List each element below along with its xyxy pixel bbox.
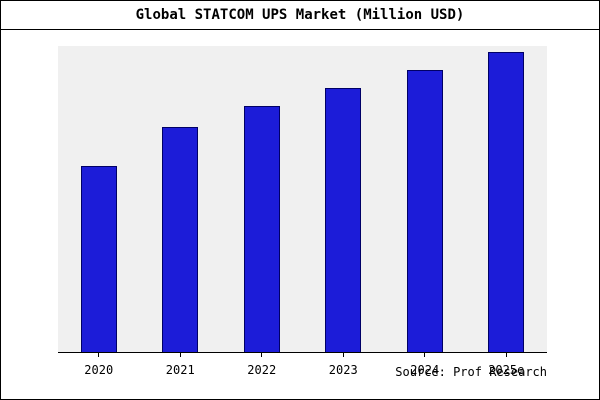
x-tick-2025e: 2025e — [476, 353, 536, 378]
x-tick-2024: 2024 — [395, 353, 455, 378]
tick-mark — [261, 353, 263, 357]
tick-mark — [179, 353, 181, 357]
x-tick-label: 2023 — [328, 363, 358, 377]
bar-2023 — [325, 88, 362, 352]
x-tick-label: 2021 — [165, 363, 195, 377]
bars — [58, 46, 547, 352]
chart-title: Global STATCOM UPS Market (Million USD) — [1, 1, 599, 30]
x-tick-2023: 2023 — [313, 353, 373, 378]
bar-2021 — [162, 127, 199, 352]
x-tick-2020: 2020 — [69, 353, 129, 378]
x-tick-label: 2022 — [247, 363, 277, 377]
tick-mark — [342, 353, 344, 357]
tick-mark — [505, 353, 507, 357]
bar-2025e — [488, 52, 525, 352]
bar-2020 — [80, 166, 117, 352]
x-tick-label: 2020 — [84, 363, 114, 377]
x-axis-labels: 2020 2021 2022 2023 2024 2025e — [58, 353, 547, 378]
source-label: Source: Prof Research — [395, 365, 547, 379]
x-tick-2022: 2022 — [232, 353, 292, 378]
plot-area — [58, 46, 547, 353]
x-tick-2021: 2021 — [150, 353, 210, 378]
tick-mark — [424, 353, 426, 357]
bar-2022 — [243, 106, 280, 352]
x-tick-label: 2025e — [488, 363, 525, 377]
tick-mark — [98, 353, 100, 357]
bar-2024 — [406, 70, 443, 352]
x-tick-label: 2024 — [410, 363, 440, 377]
